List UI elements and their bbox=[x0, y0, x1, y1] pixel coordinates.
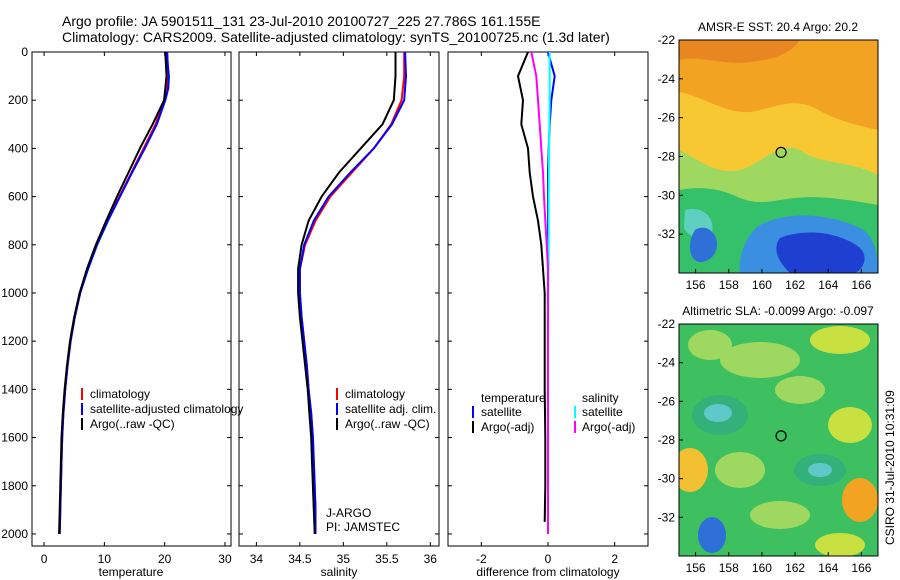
sla-map-xtick-label: 162 bbox=[785, 561, 805, 575]
depth-tick-label: 800 bbox=[8, 238, 28, 252]
sst-map-xtick-label: 164 bbox=[818, 278, 838, 292]
sla-map-xtick-label: 160 bbox=[752, 561, 772, 575]
salinity-axes bbox=[238, 51, 440, 547]
salinity-xtick-label: 35.5 bbox=[375, 552, 399, 566]
depth-tick-label: 200 bbox=[8, 93, 28, 107]
temperature-axes bbox=[31, 51, 232, 547]
salinity-xtick-label: 36 bbox=[424, 552, 438, 566]
legend-entry: satellite adj. clim. bbox=[345, 402, 436, 416]
depth-tick-label: 1600 bbox=[1, 431, 28, 445]
legend-entry: climatology bbox=[90, 387, 150, 401]
sst-map-xtick-label: 160 bbox=[752, 278, 772, 292]
sla-map-xtick-label: 166 bbox=[851, 561, 871, 575]
legend-entry: Argo(..raw -QC) bbox=[345, 417, 430, 431]
figure-title-line2: Climatology: CARS2009. Satellite-adjuste… bbox=[62, 29, 610, 45]
legend-title-temperature: temperature bbox=[481, 391, 546, 405]
sla-map-profile-marker bbox=[775, 430, 787, 442]
sla-map-xtick-label: 158 bbox=[719, 561, 739, 575]
sla-map-ytick-label: -26 bbox=[658, 394, 676, 408]
difference-xlabel: difference from climatology bbox=[476, 565, 619, 579]
depth-tick-label: 600 bbox=[8, 190, 28, 204]
salinity-xtick-label: 34.5 bbox=[288, 552, 312, 566]
temperature-series-group bbox=[58, 52, 170, 535]
sst-map-ytick-label: -28 bbox=[658, 150, 676, 164]
series-line-temperature-argo-adj- bbox=[516, 52, 547, 522]
sst-map-ytick-label: -22 bbox=[658, 33, 676, 47]
csiro-timestamp: CSIRO 31-Jul-2010 10:31:09 bbox=[883, 390, 897, 545]
legend-entry: Argo(-adj) bbox=[582, 420, 635, 434]
depth-tick-label: 0 bbox=[21, 45, 28, 59]
sla-map bbox=[679, 324, 878, 556]
sst-map-xtick-label: 156 bbox=[686, 278, 706, 292]
legend-title-salinity: salinity bbox=[582, 391, 619, 405]
jargo-annotation-line1: J-ARGO bbox=[326, 506, 371, 520]
series-line-satellite-adj-clim- bbox=[298, 52, 408, 534]
sst-map-xtick-label: 166 bbox=[851, 278, 871, 292]
sst-map-xtick-label: 158 bbox=[719, 278, 739, 292]
legend-entry: Argo(-adj) bbox=[481, 420, 534, 434]
legend-entry: satellite bbox=[582, 405, 623, 419]
sla-map-title: Altimetric SLA: -0.0099 Argo: -0.097 bbox=[682, 304, 874, 318]
salinity-xlabel: salinity bbox=[321, 565, 358, 579]
temperature-xtick-label: 20 bbox=[158, 552, 172, 566]
temperature-xlabel: temperature bbox=[99, 565, 164, 579]
sst-map-xtick-label: 162 bbox=[785, 278, 805, 292]
depth-tick-label: 1400 bbox=[1, 382, 28, 396]
sla-map-ytick-label: -32 bbox=[658, 510, 676, 524]
sla-map-ytick-label: -30 bbox=[658, 472, 676, 486]
sla-map-xtick-label: 164 bbox=[818, 561, 838, 575]
sst-map-ytick-label: -24 bbox=[658, 72, 676, 86]
legend-entry: Argo(..raw -QC) bbox=[90, 417, 175, 431]
salinity-series-group bbox=[297, 52, 408, 535]
temperature-xtick-label: 0 bbox=[41, 552, 48, 566]
sla-map-ytick-label: -24 bbox=[658, 356, 676, 370]
sst-map-ytick-label: -30 bbox=[658, 188, 676, 202]
temperature-xtick-label: 10 bbox=[98, 552, 112, 566]
jargo-annotation-line2: PI: JAMSTEC bbox=[326, 520, 400, 534]
series-line-argo-raw-qc- bbox=[58, 52, 168, 535]
depth-tick-label: 1000 bbox=[1, 286, 28, 300]
salinity-xtick-label: 35 bbox=[337, 552, 351, 566]
depth-tick-label: 2000 bbox=[1, 527, 28, 541]
legend-entry: climatology bbox=[345, 387, 405, 401]
legend-entry: satellite bbox=[481, 405, 522, 419]
series-line-climatology bbox=[298, 52, 406, 534]
series-line-argo-raw-qc- bbox=[297, 52, 397, 535]
sst-map-profile-marker bbox=[775, 146, 787, 158]
difference-xtick-label: 0 bbox=[545, 552, 552, 566]
depth-tick-label: 400 bbox=[8, 141, 28, 155]
depth-tick-label: 1800 bbox=[1, 479, 28, 493]
sla-map-ytick-label: -22 bbox=[658, 317, 676, 331]
sst-map-ytick-label: -32 bbox=[658, 227, 676, 241]
sst-map-title: AMSR-E SST: 20.4 Argo: 20.2 bbox=[698, 20, 858, 34]
sst-map-ytick-label: -26 bbox=[658, 111, 676, 125]
series-line-salinity-argo-adj- bbox=[530, 52, 549, 534]
difference-xtick-label: 2 bbox=[611, 552, 618, 566]
difference-xtick-label: -2 bbox=[476, 552, 487, 566]
temperature-xtick-label: 30 bbox=[218, 552, 232, 566]
legend-entry: satellite-adjusted climatology bbox=[90, 402, 243, 416]
salinity-xtick-label: 34 bbox=[250, 552, 264, 566]
figure-title-line1: Argo profile: JA 5901511_131 23-Jul-2010… bbox=[62, 13, 540, 29]
sla-map-ytick-label: -28 bbox=[658, 433, 676, 447]
sla-map-xtick-label: 156 bbox=[686, 561, 706, 575]
difference-series-group bbox=[516, 52, 556, 534]
depth-tick-label: 1200 bbox=[1, 334, 28, 348]
